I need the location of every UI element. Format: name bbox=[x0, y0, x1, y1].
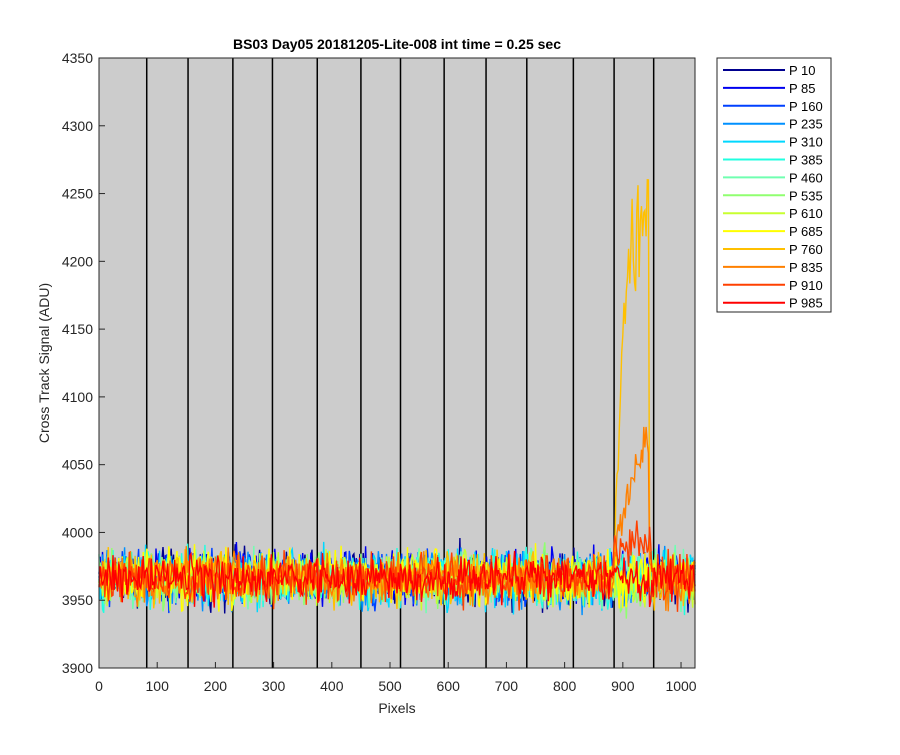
x-tick-label-8: 800 bbox=[553, 678, 577, 694]
legend-label-12: P 910 bbox=[789, 278, 823, 293]
series-layer bbox=[98, 179, 696, 619]
series-line-p-985 bbox=[98, 550, 696, 608]
x-tick-label-2: 200 bbox=[204, 678, 228, 694]
x-tick-label-4: 400 bbox=[320, 678, 344, 694]
legend-label-10: P 760 bbox=[789, 242, 823, 257]
y-tick-label-4: 4100 bbox=[62, 389, 93, 405]
x-axis: 0 100 200 300 400 500 600 700 800 900 1000 bbox=[95, 662, 697, 694]
y-tick-label-9: 4350 bbox=[62, 50, 93, 66]
legend-label-4: P 310 bbox=[789, 135, 823, 150]
legend-label-9: P 685 bbox=[789, 224, 823, 239]
y-axis-label: Cross Track Signal (ADU) bbox=[36, 283, 52, 443]
x-axis-label: Pixels bbox=[378, 700, 415, 716]
x-tick-label-7: 700 bbox=[495, 678, 519, 694]
legend-box bbox=[716, 57, 832, 313]
x-tick-label-9: 900 bbox=[611, 678, 635, 694]
y-tick-label-2: 4000 bbox=[62, 524, 93, 540]
chart-title: BS03 Day05 20181205-Lite-008 int time = … bbox=[233, 36, 561, 52]
legend-label-8: P 610 bbox=[789, 206, 823, 221]
y-tick-label-1: 3950 bbox=[62, 592, 93, 608]
x-tick-label-5: 500 bbox=[378, 678, 402, 694]
plot-frame bbox=[98, 57, 696, 669]
y-tick-label-5: 4150 bbox=[62, 321, 93, 337]
x-tick-label-0: 0 bbox=[95, 678, 103, 694]
legend-label-1: P 85 bbox=[789, 81, 816, 96]
x-tick-label-1: 100 bbox=[146, 678, 170, 694]
y-tick-label-8: 4300 bbox=[62, 118, 93, 134]
y-axis: 3900 3950 4000 4050 4100 4150 4200 4250 4300 4350 bbox=[62, 50, 105, 676]
legend: P 10 P 85 P 160 P 235 P 310 P 385 P 460 P 535 P … bbox=[716, 57, 832, 313]
legend-label-5: P 385 bbox=[789, 153, 823, 168]
legend-label-0: P 10 bbox=[789, 63, 816, 78]
y-tick-label-6: 4200 bbox=[62, 253, 93, 269]
legend-label-11: P 835 bbox=[789, 260, 823, 275]
y-tick-label-7: 4250 bbox=[62, 186, 93, 202]
legend-label-3: P 235 bbox=[789, 117, 823, 132]
legend-label-2: P 160 bbox=[789, 99, 823, 114]
x-tick-label-6: 600 bbox=[437, 678, 461, 694]
legend-label-7: P 535 bbox=[789, 188, 823, 203]
series-line-p-760 bbox=[98, 179, 696, 611]
legend-label-13: P 985 bbox=[789, 296, 823, 311]
x-tick-label-3: 300 bbox=[262, 678, 286, 694]
legend-label-6: P 460 bbox=[789, 170, 823, 185]
y-tick-label-3: 4050 bbox=[62, 457, 93, 473]
y-tick-label-0: 3900 bbox=[62, 660, 93, 676]
x-tick-label-10: 1000 bbox=[665, 678, 696, 694]
